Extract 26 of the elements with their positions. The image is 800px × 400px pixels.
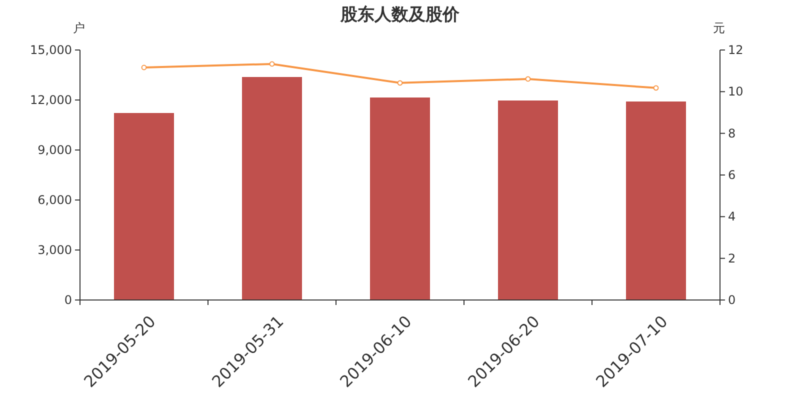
y2-tick-label: 0 [728, 293, 736, 307]
y-tick-label: 15,000 [30, 43, 72, 57]
bar [242, 77, 302, 300]
y2-tick-label: 6 [728, 168, 736, 182]
y-tick-label: 3,000 [38, 243, 72, 257]
y-tick-label: 6,000 [38, 193, 72, 207]
point [397, 80, 403, 86]
y2-tick-label: 2 [728, 251, 736, 266]
y2-tick-label: 8 [728, 126, 736, 140]
y-tick-label: 12,000 [30, 93, 72, 107]
point [141, 64, 147, 70]
point [525, 76, 531, 82]
point [653, 85, 659, 91]
chart-title: 股东人数及股价 [340, 5, 460, 25]
y-axis-title: 户 [73, 21, 85, 35]
bar [114, 113, 174, 300]
point [269, 61, 275, 67]
y2-tick-label: 4 [728, 210, 736, 224]
bar [626, 102, 686, 300]
y2-axis-title: 元 [713, 21, 725, 35]
y2-tick-label: 12 [728, 43, 744, 57]
y2-tick-label: 10 [728, 84, 744, 99]
y-tick-label: 9,000 [38, 143, 72, 157]
y-tick-label: 0 [64, 293, 72, 307]
bar [498, 100, 558, 300]
bar [370, 98, 430, 300]
